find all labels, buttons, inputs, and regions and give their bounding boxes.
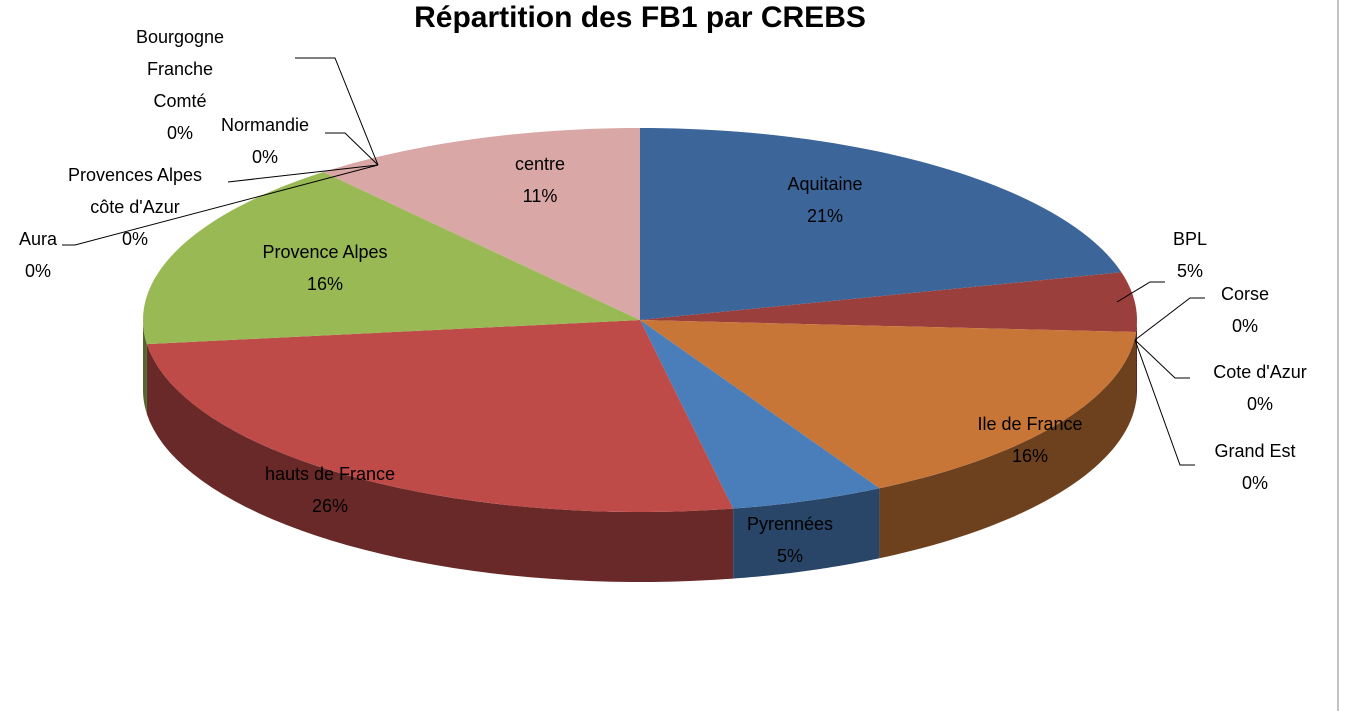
label-name: Pyrennées <box>746 514 834 534</box>
label-value: 0% <box>1241 473 1268 493</box>
pie-slice <box>323 128 640 320</box>
leader-line <box>62 164 379 246</box>
label-name: Provence Alpes <box>262 242 388 262</box>
pie-slice <box>640 128 1122 320</box>
data-label: Cote d'Azur 0% <box>1195 356 1325 420</box>
leader-line <box>227 164 379 183</box>
data-label: Provence Alpes 16% <box>235 236 415 300</box>
label-value: 0% <box>1246 394 1273 414</box>
label-name: Ile de France <box>977 414 1083 434</box>
label-value: 16% <box>1011 446 1049 466</box>
data-label: Normandie 0% <box>210 109 320 173</box>
leader-line <box>295 57 379 166</box>
label-value: 5% <box>1176 261 1203 281</box>
data-label: hauts de France 26% <box>230 458 430 522</box>
pie-slice <box>143 172 641 345</box>
leader-line <box>1134 297 1205 341</box>
label-name: Provences Alpes côte d'Azur <box>67 165 203 217</box>
label-name: Aquitaine <box>787 174 863 194</box>
slice-side <box>1136 320 1137 403</box>
data-label: Corse 0% <box>1215 278 1275 342</box>
pie-slice <box>640 320 880 509</box>
label-value: 0% <box>24 261 51 281</box>
data-label: BPL 5% <box>1160 223 1220 287</box>
label-value: 11% <box>522 186 558 206</box>
label-value: 5% <box>776 546 803 566</box>
label-name: Bourgogne Franche Comté <box>135 27 225 111</box>
slice-side <box>879 332 1137 559</box>
slice-side <box>143 320 147 415</box>
slice-side <box>146 344 734 582</box>
label-value: 0% <box>166 123 193 143</box>
label-name: Corse <box>1220 284 1269 304</box>
label-name: BPL <box>1172 229 1208 249</box>
label-value: 26% <box>311 496 349 516</box>
pie-slice <box>640 320 1137 489</box>
label-value: 0% <box>1231 316 1258 336</box>
label-value: 16% <box>306 274 344 294</box>
chart-title: Répartition des FB1 par CREBS <box>414 1 866 34</box>
data-label: Aura 0% <box>8 223 68 287</box>
label-value: 0% <box>251 147 278 167</box>
data-label: Provences Alpes côte d'Azur 0% <box>55 159 215 255</box>
label-name: Normandie <box>220 115 310 135</box>
pie-slice <box>146 320 734 512</box>
pie-slice <box>640 272 1137 333</box>
label-name: Grand Est <box>1214 441 1296 461</box>
label-name: Aura <box>18 229 58 249</box>
data-label: centre 11% <box>490 148 590 212</box>
slice-side <box>733 488 880 579</box>
label-name: Cote d'Azur <box>1213 362 1307 382</box>
leader-line <box>325 132 379 166</box>
data-label: Grand Est 0% <box>1195 435 1315 499</box>
data-label: Ile de France 16% <box>950 408 1110 472</box>
leader-line <box>1134 339 1195 466</box>
leader-line <box>1134 339 1190 379</box>
label-value: 0% <box>121 229 148 249</box>
label-value: 21% <box>806 206 844 226</box>
label-name: hauts de France <box>264 464 396 484</box>
leader-line <box>1116 281 1165 303</box>
data-label: Pyrennées 5% <box>720 508 860 572</box>
data-label: Bourgogne Franche Comté 0% <box>125 21 235 149</box>
data-label: Aquitaine 21% <box>745 168 905 232</box>
label-name: centre <box>514 154 566 174</box>
